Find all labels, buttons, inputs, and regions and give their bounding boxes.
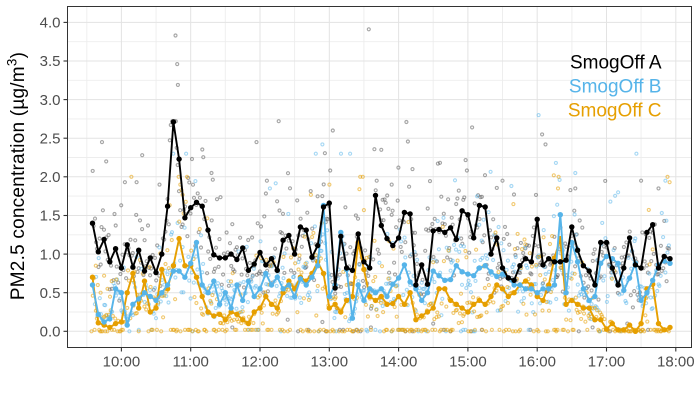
svg-text:3.0: 3.0 bbox=[40, 92, 61, 109]
svg-text:3.5: 3.5 bbox=[40, 53, 61, 70]
svg-text:18:00: 18:00 bbox=[657, 354, 695, 371]
svg-text:PM2.5 concentration (µg/m3): PM2.5 concentration (µg/m3) bbox=[5, 52, 30, 300]
svg-text:11:00: 11:00 bbox=[172, 354, 208, 371]
svg-text:0.0: 0.0 bbox=[40, 324, 61, 341]
svg-text:15:00: 15:00 bbox=[449, 354, 487, 371]
svg-text:12:00: 12:00 bbox=[241, 354, 279, 371]
svg-text:10:00: 10:00 bbox=[103, 354, 141, 371]
svg-text:SmogOff A: SmogOff A bbox=[570, 52, 662, 73]
svg-text:SmogOff C: SmogOff C bbox=[568, 100, 662, 121]
svg-text:1.0: 1.0 bbox=[40, 246, 61, 263]
svg-text:14:00: 14:00 bbox=[380, 354, 418, 371]
svg-text:2.5: 2.5 bbox=[40, 130, 61, 147]
svg-text:4.0: 4.0 bbox=[40, 15, 61, 32]
svg-text:0.5: 0.5 bbox=[40, 285, 61, 302]
svg-text:1.5: 1.5 bbox=[40, 208, 61, 225]
svg-text:13:00: 13:00 bbox=[311, 354, 349, 371]
svg-text:16:00: 16:00 bbox=[518, 354, 556, 371]
svg-text:SmogOff B: SmogOff B bbox=[569, 76, 662, 97]
svg-text:2.0: 2.0 bbox=[40, 169, 61, 186]
svg-text:17:00: 17:00 bbox=[588, 354, 626, 371]
